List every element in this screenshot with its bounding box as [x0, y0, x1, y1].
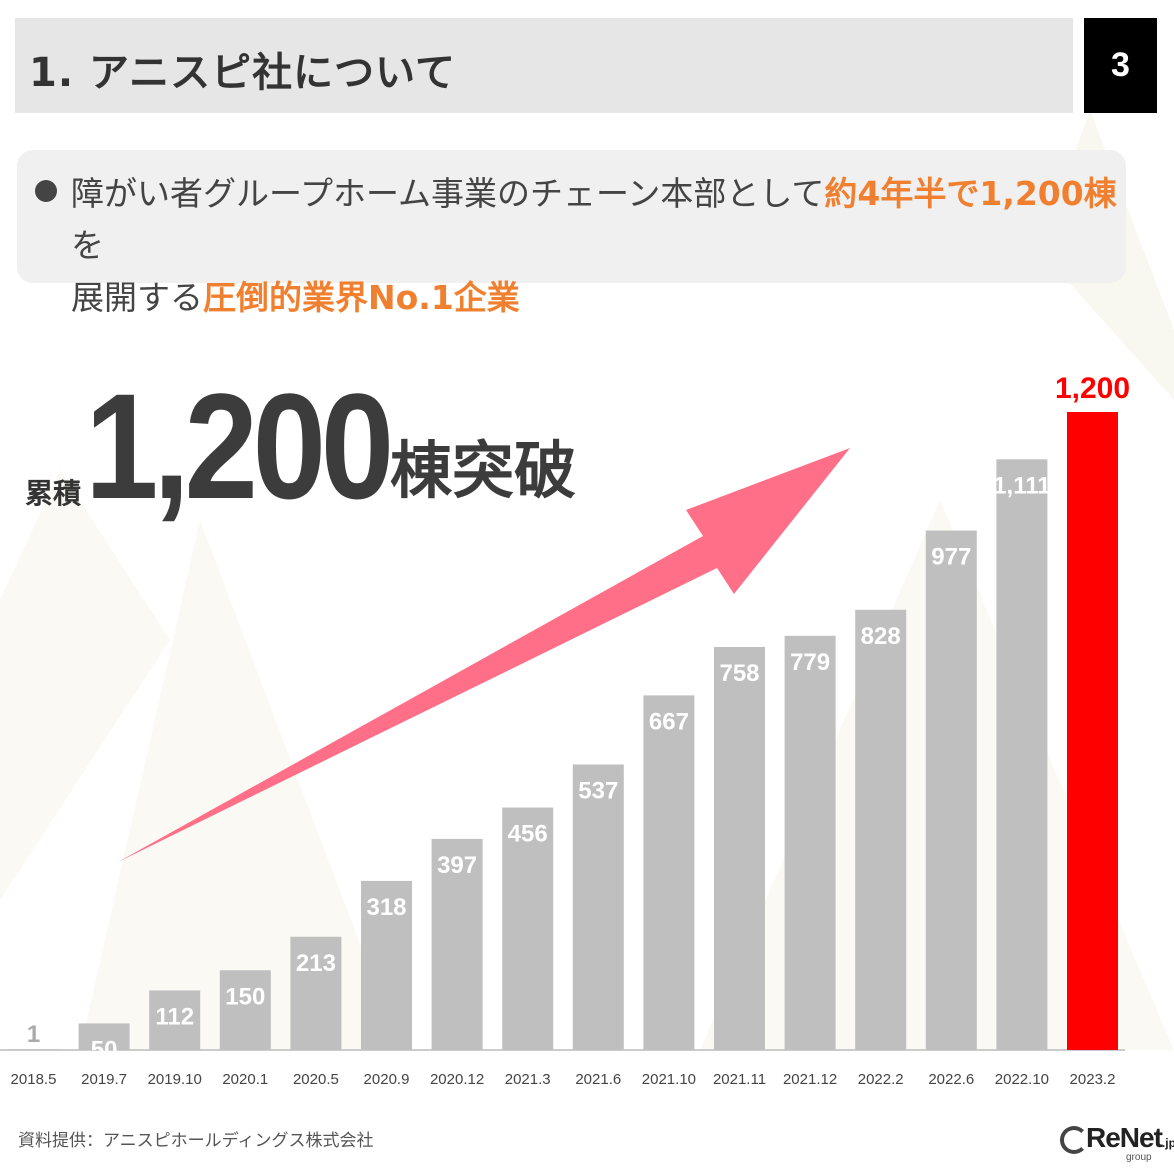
logo-suffix: .jp [1161, 1136, 1174, 1150]
x-tick-label-2022.2: 2022.2 [858, 1071, 904, 1088]
bar-2022.10 [996, 459, 1048, 1050]
data-label-2020.9: 318 [366, 894, 406, 921]
x-tick-label-2019.7: 2019.7 [81, 1071, 127, 1088]
summary-line1-highlight: 約4年半で1,200棟 [824, 174, 1117, 213]
bar-2019.10 [149, 990, 201, 1050]
data-label-2021.3: 456 [508, 821, 548, 848]
summary-text: 障がい者グループホーム事業のチェーン本部として約4年半で1,200棟を 展開する… [71, 168, 1131, 324]
bar-2021.10 [643, 695, 695, 1050]
x-tick-label-2019.10: 2019.10 [148, 1071, 202, 1088]
data-label-2021.11: 758 [719, 660, 759, 687]
x-tick-label-2020.9: 2020.9 [364, 1071, 410, 1088]
bar-2023.2 [1067, 412, 1118, 1050]
x-tick-label-2021.10: 2021.10 [642, 1071, 696, 1088]
bar-2022.2 [855, 609, 907, 1050]
data-label-2020.12: 397 [437, 852, 477, 879]
data-label-2021.10: 667 [649, 708, 689, 735]
bar-2020.1 [219, 970, 271, 1050]
data-label-2023.2: 1,200 [1055, 372, 1130, 405]
data-label-2018.5: 1 [27, 1021, 40, 1048]
logo-ring-icon [1060, 1126, 1088, 1154]
headline-number: 1,200 [85, 362, 394, 530]
x-tick-label-2021.11: 2021.11 [713, 1071, 766, 1088]
logo-text: ReNet.jp [1086, 1122, 1174, 1154]
renet-logo: ReNet.jp group [1060, 1118, 1174, 1166]
data-label-2019.10: 112 [155, 1003, 194, 1030]
bar-2019.7 [78, 1023, 130, 1050]
data-label-2022.10: 1,111 [993, 472, 1050, 499]
bar-2021.3 [502, 807, 554, 1050]
data-label-2020.1: 150 [225, 983, 265, 1010]
logo-group-text: group [1126, 1152, 1152, 1163]
bar-2022.6 [925, 530, 977, 1050]
bar-2018.5 [8, 1049, 59, 1050]
x-tick-label-2022.10: 2022.10 [995, 1071, 1049, 1088]
page-title: 1. アニスピ社について [29, 50, 456, 96]
data-label-2022.2: 828 [861, 623, 901, 650]
data-label-2019.7: 50 [91, 1036, 118, 1063]
x-tick-label-2022.6: 2022.6 [928, 1071, 974, 1088]
data-label-2022.6: 977 [931, 544, 971, 571]
page-number-badge: 3 [1084, 18, 1157, 113]
summary-line2-text: 展開する [71, 278, 203, 317]
data-label-2021.6: 537 [578, 777, 618, 804]
header-bar: 1. アニスピ社について [15, 18, 1073, 113]
x-tick-label-2020.12: 2020.12 [430, 1071, 484, 1088]
logo-name: ReNet [1086, 1122, 1163, 1153]
bar-2021.11 [714, 646, 765, 1050]
source-note: 資料提供：アニスピホールディングス株式会社 [18, 1131, 374, 1151]
data-label-2020.5: 213 [296, 950, 336, 977]
summary-line1-end: を [71, 226, 104, 265]
headline-suffix: 棟突破 [390, 434, 577, 507]
summary-box: 障がい者グループホーム事業のチェーン本部として約4年半で1,200棟を 展開する… [17, 150, 1126, 317]
bar-2020.12 [431, 838, 483, 1050]
bar-2021.12 [784, 635, 836, 1050]
summary-line1-text: 障がい者グループホーム事業のチェーン本部として [71, 174, 825, 213]
bar-2021.6 [572, 764, 624, 1050]
data-label-2021.12: 779 [790, 649, 830, 676]
trend-arrow-icon [118, 448, 850, 862]
x-tick-label-2023.2: 2023.2 [1070, 1071, 1116, 1088]
x-tick-label-2021.12: 2021.12 [783, 1071, 837, 1088]
bar-2020.5 [290, 936, 342, 1050]
headline-prefix: 累積 [25, 477, 82, 510]
x-tick-label-2018.5: 2018.5 [11, 1071, 57, 1088]
x-tick-label-2020.5: 2020.5 [293, 1071, 339, 1088]
summary-line2-highlight: 圧倒的業界No.1企業 [203, 278, 520, 317]
bar-2020.9 [361, 880, 412, 1050]
x-tick-label-2021.6: 2021.6 [575, 1071, 621, 1088]
x-tick-label-2021.3: 2021.3 [505, 1071, 551, 1088]
bullet-icon [35, 180, 57, 202]
x-tick-label-2020.1: 2020.1 [222, 1071, 268, 1088]
